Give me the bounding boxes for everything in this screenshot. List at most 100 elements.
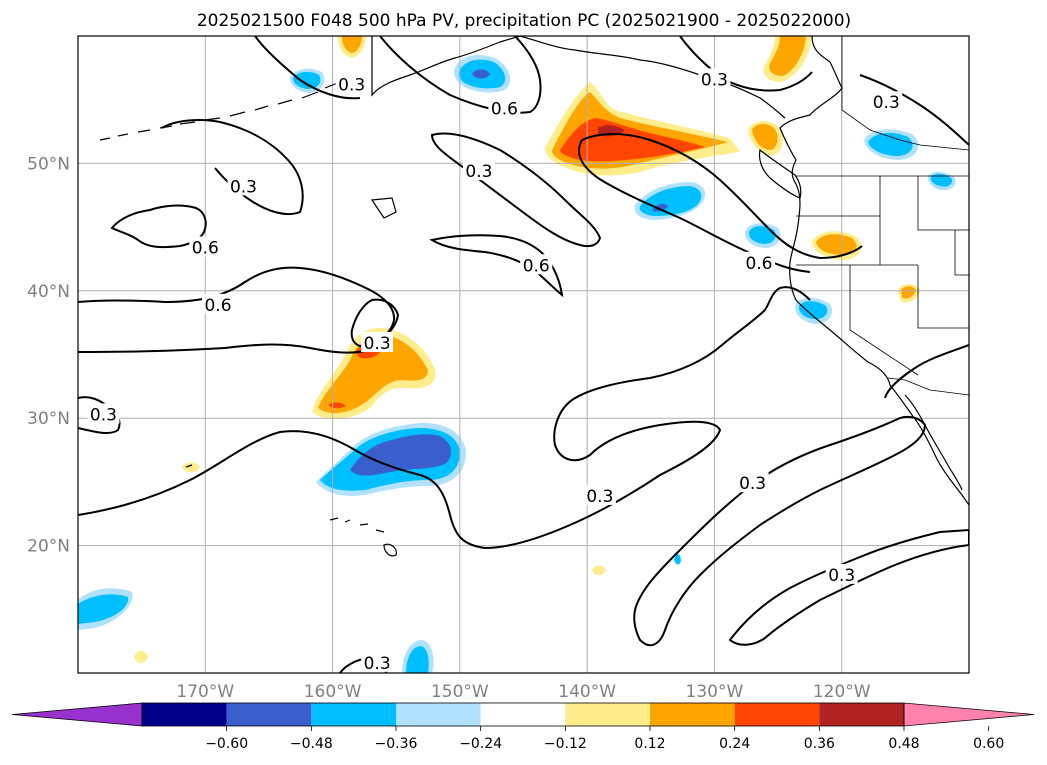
colorbar-segment xyxy=(396,703,481,726)
colorbar: −0.60 −0.48 −0.36 −0.24 −0.12 0.12 0.24 0.36 0.4… xyxy=(11,702,1035,752)
pv-contour-label: 0.3 xyxy=(338,75,365,95)
coastline-gulf-of-california xyxy=(904,394,963,491)
pv-contour-line xyxy=(728,528,969,646)
chart-title: 2025021500 F048 500 hPa PV, precipitatio… xyxy=(197,11,851,31)
contour-label-bg xyxy=(227,175,260,196)
precip-area-positive xyxy=(560,118,705,162)
precip-area-positive xyxy=(182,462,200,473)
lon-tick-label: 120°W xyxy=(813,682,871,702)
contour-label-bg xyxy=(742,251,775,272)
latitude-tick-labels: 50°N 40°N 30°N 20°N xyxy=(27,154,70,556)
pv-contour-label: 0.3 xyxy=(230,177,257,197)
precip-area-negative xyxy=(798,301,828,320)
pv-contour-line xyxy=(254,36,361,100)
colorbar-tick-label: 0.48 xyxy=(888,736,919,752)
colorbar-frame xyxy=(141,702,905,727)
colorbar-segment xyxy=(734,703,820,726)
colorbar-tick-label: −0.60 xyxy=(205,736,248,752)
colorbar-segment xyxy=(819,703,904,726)
colorbar-segment xyxy=(480,703,566,726)
pv-contour-label: 0.3 xyxy=(828,566,855,586)
colorbar-tick-label: −0.48 xyxy=(290,736,333,752)
islands-small xyxy=(185,197,397,468)
precip-area-negative xyxy=(406,646,429,673)
lat-tick-label: 50°N xyxy=(27,154,70,174)
colorbar-tick-label: −0.24 xyxy=(459,736,502,752)
contour-label-bg xyxy=(87,403,120,424)
pv-contour-label: 0.3 xyxy=(90,405,117,425)
colorbar-segment xyxy=(650,703,735,726)
pv-contour-line xyxy=(379,36,542,114)
contour-label-bg xyxy=(825,563,858,584)
colorbar-extend-high xyxy=(903,702,1035,727)
pv-contour-line xyxy=(78,286,811,550)
aleutian-islands xyxy=(99,81,341,141)
hawaii-islands xyxy=(329,517,397,557)
pv-contour-labels: 0.3 0.6 0.3 0.3 0.3 0.3 0.6 0.6 0.6 0.6 0.3 0.3 0.3 0… xyxy=(87,68,903,674)
precip-area-negative xyxy=(350,434,452,476)
precip-area-positive xyxy=(752,124,778,150)
pv-contour-label: 0.3 xyxy=(465,162,492,182)
colorbar-tick-label: 0.12 xyxy=(634,736,665,752)
contour-label-bg xyxy=(870,91,903,112)
contour-label-bg xyxy=(488,97,521,118)
colorbar-tick-label: 0.24 xyxy=(719,736,750,752)
colorbar-segment xyxy=(311,703,396,726)
contour-label-bg xyxy=(361,651,394,672)
colorbar-tick-label: −0.12 xyxy=(544,736,587,752)
pv-contour-label: 0.3 xyxy=(364,654,391,674)
precip-area-negative xyxy=(748,226,776,244)
pv-contour-line xyxy=(110,204,207,249)
pv-contours xyxy=(78,36,969,673)
lon-tick-label: 150°W xyxy=(431,682,489,702)
precip-area-positive xyxy=(769,36,806,76)
state-borders xyxy=(796,176,969,376)
pv-contour-label: 0.3 xyxy=(873,93,900,113)
precip-area-negative xyxy=(472,69,490,79)
precip-area-positive xyxy=(816,234,857,255)
pv-contour-line xyxy=(884,344,969,399)
gridlines xyxy=(78,36,969,673)
precip-area-positive xyxy=(901,286,916,299)
precip-area-negative xyxy=(674,554,681,565)
lon-tick-label: 130°W xyxy=(686,682,744,702)
lat-tick-label: 40°N xyxy=(27,282,70,302)
contour-label-bg xyxy=(736,472,769,493)
precip-area-negative xyxy=(652,203,668,212)
colorbar-tick-label: 0.60 xyxy=(973,736,1004,752)
colorbar-segment xyxy=(565,703,650,726)
contour-label-bg xyxy=(462,160,495,181)
lon-tick-label: 140°W xyxy=(558,682,616,702)
pv-contour-label: 0.3 xyxy=(739,474,766,494)
longitude-tick-labels: 170°W 160°W 150°W 140°W 130°W 120°W xyxy=(176,682,870,702)
coastline-alaska xyxy=(371,36,521,97)
pv-contour-line xyxy=(161,119,304,216)
contour-label-bg xyxy=(335,73,368,94)
precip-area-negative xyxy=(78,594,129,624)
coastline-north-america xyxy=(779,36,969,506)
coastline-alaska-south xyxy=(519,36,786,119)
precip-shading xyxy=(78,36,956,673)
pv-contour-label: 0.6 xyxy=(491,100,518,120)
precip-area-positive xyxy=(318,334,428,414)
pv-contour-label: 0.6 xyxy=(745,254,772,274)
pv-contour-label: 0.6 xyxy=(204,296,231,316)
colorbar-extend-low xyxy=(11,702,143,727)
colorbar-tick-label: −0.36 xyxy=(375,736,418,752)
colorbar-segment xyxy=(142,703,227,726)
vancouver-island xyxy=(758,148,802,199)
precip-area-negative xyxy=(293,71,321,89)
colorbar-tick-label: 0.36 xyxy=(804,736,835,752)
contour-label-bg xyxy=(202,293,235,314)
precip-area-positive xyxy=(592,565,606,576)
lat-tick-label: 30°N xyxy=(27,409,70,429)
pv-contour-line xyxy=(859,74,969,146)
precip-area-negative xyxy=(868,132,913,156)
contour-label-bg xyxy=(520,254,553,275)
pv-contour-label: 0.6 xyxy=(523,256,550,276)
map-frame xyxy=(77,35,970,674)
border-alaska-canada xyxy=(841,36,969,151)
pv-contour-label: 0.3 xyxy=(701,70,728,90)
lon-tick-label: 160°W xyxy=(304,682,362,702)
